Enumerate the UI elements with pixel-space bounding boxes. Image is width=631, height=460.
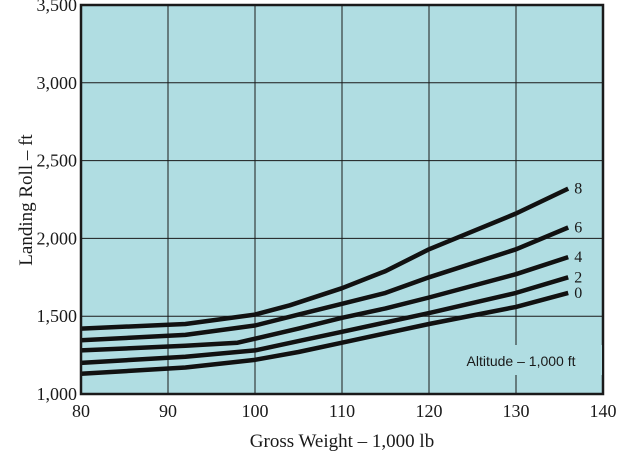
y-tick-label: 3,500 bbox=[37, 0, 78, 15]
y-tick-label: 1,500 bbox=[37, 306, 78, 326]
x-tick-label: 80 bbox=[72, 401, 90, 421]
x-tick-label: 100 bbox=[242, 401, 269, 421]
plot-frame bbox=[79, 3, 605, 396]
altitude-curve-0 bbox=[80, 290, 569, 377]
y-tick-label: 3,000 bbox=[37, 73, 78, 93]
altitude-curve-6 bbox=[80, 225, 570, 343]
x-tick-label: 140 bbox=[590, 401, 617, 421]
y-axis-label: Landing Roll – ft bbox=[16, 134, 37, 266]
curve-label-4: 4 bbox=[574, 249, 582, 266]
x-tick-label: 110 bbox=[329, 401, 355, 421]
y-tick-labels: 1,000 1,500 2,000 2,500 3,000 3,500 bbox=[37, 0, 78, 404]
altitude-curve-2 bbox=[80, 275, 569, 366]
curve-label-8: 8 bbox=[574, 181, 582, 198]
y-tick-label: 1,000 bbox=[37, 384, 78, 404]
altitude-curve-8 bbox=[80, 186, 570, 331]
altitude-curves bbox=[80, 186, 570, 377]
curve-label-0: 0 bbox=[574, 285, 582, 302]
y-tick-label: 2,000 bbox=[37, 228, 78, 248]
y-tick-label: 2,500 bbox=[37, 151, 78, 171]
annotation-box bbox=[440, 345, 602, 375]
x-tick-labels: 80 90 100 110 120 130 140 bbox=[72, 401, 617, 421]
x-tick-label: 120 bbox=[416, 401, 443, 421]
x-axis-label: Gross Weight – 1,000 lb bbox=[250, 431, 434, 452]
altitude-curve-4 bbox=[80, 254, 569, 353]
curve-label-2: 2 bbox=[574, 269, 582, 286]
x-tick-label: 90 bbox=[159, 401, 177, 421]
x-tick-label: 130 bbox=[503, 401, 530, 421]
curve-label-6: 6 bbox=[574, 220, 582, 237]
altitude-annotation: Altitude – 1,000 ft bbox=[467, 353, 576, 369]
curve-labels: 8 6 4 20 bbox=[574, 181, 582, 302]
